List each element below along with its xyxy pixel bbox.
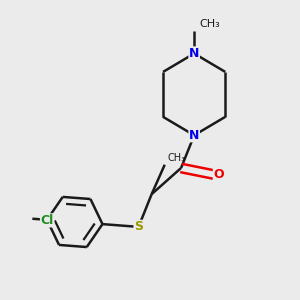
Text: N: N xyxy=(189,129,200,142)
Text: N: N xyxy=(189,47,200,60)
Text: CH₃: CH₃ xyxy=(168,153,186,163)
Text: O: O xyxy=(213,168,224,181)
Text: Cl: Cl xyxy=(40,214,54,227)
Text: S: S xyxy=(134,220,143,233)
Text: CH₃: CH₃ xyxy=(199,19,220,29)
